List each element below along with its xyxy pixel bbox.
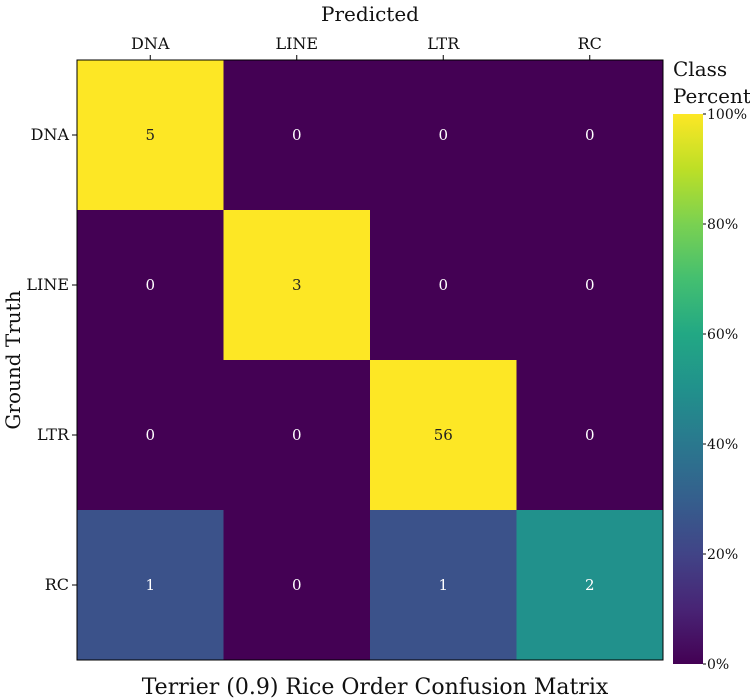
cell-value-label: 5 (145, 126, 155, 144)
x-axis-title: Predicted (321, 2, 419, 26)
colorbar-tick-label: 80% (707, 217, 738, 233)
colorbar-tick-label: 100% (707, 107, 747, 123)
cell-value-label: 1 (145, 576, 155, 594)
plot-frame (76, 59, 664, 661)
y-tick-label: RC (45, 575, 69, 594)
heatmap-cell (516, 360, 664, 511)
cell-value-label: 0 (585, 426, 595, 444)
cell-value-label: 0 (145, 276, 155, 294)
heatmap-cell (77, 60, 224, 211)
colorbar-tick-label: 40% (707, 437, 738, 453)
heatmap-cell (223, 510, 371, 661)
heatmap-cell (223, 360, 371, 511)
colorbar-ticks: 0% 20% 40% 60% 80% 100% (703, 107, 747, 673)
cell-value-label: 0 (438, 126, 448, 144)
colorbar-title-line1: Class (673, 57, 727, 81)
cell-value-label: 0 (292, 426, 302, 444)
heatmap-cell (370, 210, 517, 361)
heatmap-cell (77, 360, 224, 511)
cell-value-label: 0 (585, 276, 595, 294)
heatmap-cell (77, 210, 224, 361)
colorbar-tick-label: 60% (707, 327, 738, 343)
y-tick-label: DNA (31, 125, 70, 144)
y-tick-label: LTR (37, 425, 70, 444)
heatmap-cell (223, 60, 371, 211)
cell-value-label: 0 (585, 126, 595, 144)
heatmap-cell (516, 60, 664, 211)
heatmap-cell (516, 210, 664, 361)
cell-value-label: 1 (438, 576, 448, 594)
colorbar-title-line2: Percent (673, 84, 750, 108)
colorbar (673, 114, 703, 664)
x-tick-label: RC (578, 34, 602, 53)
colorbar-tick-label: 20% (707, 547, 738, 563)
x-tick-label: LTR (427, 34, 460, 53)
cell-value-label: 0 (438, 276, 448, 294)
cell-value-label: 3 (292, 276, 302, 294)
heatmap-cell (516, 510, 664, 661)
cell-value-label: 2 (585, 576, 595, 594)
y-tick-label: LINE (26, 275, 69, 294)
cell-value-label: 0 (292, 126, 302, 144)
cell-value-label: 0 (145, 426, 155, 444)
heatmap-cell (370, 360, 517, 511)
heatmap-cell (77, 510, 224, 661)
heatmap-cell (370, 510, 517, 661)
x-axis-ticks: DNA LINE LTR RC (131, 34, 602, 60)
y-axis-title: Ground Truth (1, 290, 25, 429)
chart-title: Terrier (0.9) Rice Order Confusion Matri… (142, 675, 609, 700)
heatmap-cells: 5 0 0 0 0 3 0 0 0 0 56 0 1 0 1 2 (77, 60, 664, 661)
cell-value-label: 56 (434, 426, 453, 444)
y-axis-ticks: DNA LINE LTR RC (26, 125, 77, 594)
x-tick-label: LINE (275, 34, 318, 53)
cell-value-label: 0 (292, 576, 302, 594)
x-tick-label: DNA (131, 34, 170, 53)
heatmap-cell (223, 210, 371, 361)
heatmap-cell (370, 60, 517, 211)
colorbar-tick-label: 0% (707, 657, 729, 673)
